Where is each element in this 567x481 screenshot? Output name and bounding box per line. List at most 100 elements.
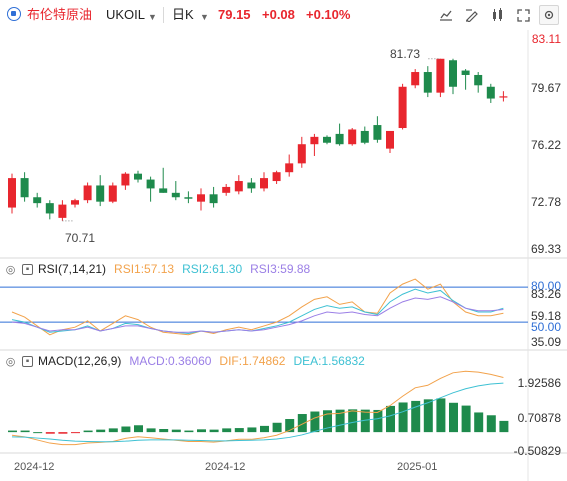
candle bbox=[108, 185, 117, 202]
candle bbox=[348, 129, 357, 145]
macd-bar bbox=[83, 430, 93, 433]
chart-canvas[interactable] bbox=[0, 30, 567, 481]
macd-bar bbox=[398, 402, 408, 433]
candle bbox=[423, 72, 432, 93]
macd-bar bbox=[209, 429, 219, 433]
macd-bar bbox=[297, 414, 307, 433]
candle bbox=[285, 163, 294, 173]
candle bbox=[171, 192, 180, 198]
candle bbox=[45, 203, 54, 214]
price-axis-label: 69.33 bbox=[530, 242, 561, 256]
candle bbox=[184, 197, 193, 199]
candle bbox=[461, 70, 470, 75]
price-axis-label: 83.11 bbox=[531, 32, 561, 46]
eye-icon[interactable]: ◎ bbox=[5, 355, 16, 368]
candle bbox=[436, 58, 445, 93]
macd-bar bbox=[96, 429, 106, 433]
macd-bar bbox=[45, 432, 55, 434]
dea-value: DEA:1.56832 bbox=[293, 354, 365, 368]
macd-bar bbox=[159, 429, 169, 433]
rsi-title[interactable]: RSI(7,14,21) bbox=[38, 262, 107, 276]
x-axis-label: 2024-12 bbox=[205, 461, 246, 473]
candle bbox=[499, 96, 508, 98]
macd-value: MACD:0.36060 bbox=[129, 354, 212, 368]
macd-bar bbox=[360, 409, 370, 433]
indicator-icon[interactable] bbox=[488, 5, 508, 25]
rsi3-line bbox=[11, 296, 504, 333]
macd-bar bbox=[411, 400, 421, 433]
period-dropdown-icon[interactable]: ▼ bbox=[200, 12, 209, 22]
macd-bar bbox=[108, 428, 118, 433]
dea-line bbox=[11, 382, 504, 443]
candle bbox=[411, 72, 420, 86]
symbol-ticker[interactable]: UKOIL bbox=[106, 7, 146, 22]
macd-bar bbox=[486, 415, 496, 433]
settings-box-icon[interactable]: ▪ bbox=[22, 263, 33, 275]
macd-bar bbox=[20, 430, 30, 433]
rsi1-value: RSI1:57.13 bbox=[114, 262, 175, 276]
dif-value: DIF:1.74862 bbox=[219, 354, 286, 368]
macd-bar bbox=[184, 430, 194, 433]
price-change-percent: +0.10% bbox=[306, 7, 351, 22]
macd-bar bbox=[474, 412, 484, 433]
candle bbox=[33, 197, 42, 204]
candle bbox=[310, 136, 319, 145]
macd-bar bbox=[222, 428, 232, 433]
macd-bar bbox=[8, 430, 17, 433]
candle bbox=[121, 173, 130, 186]
candle bbox=[335, 133, 344, 145]
period-selector[interactable]: 日K bbox=[172, 7, 194, 22]
macd-bar bbox=[260, 425, 269, 433]
macd-axis-label: -0.50829 bbox=[513, 444, 561, 458]
chart-toolbar: 布伦特原油 UKOIL ▼ 日K ▼ 79.15 +0.08 +0.10% bbox=[0, 0, 567, 30]
ticker-dropdown-icon[interactable]: ▼ bbox=[148, 12, 157, 22]
rsi1-line bbox=[11, 278, 504, 336]
symbol-logo-icon bbox=[7, 7, 21, 21]
price-axis-label: 76.22 bbox=[530, 138, 561, 152]
macd-bar bbox=[171, 429, 181, 433]
candle bbox=[474, 74, 483, 86]
candle bbox=[234, 181, 243, 192]
rsi2-value: RSI2:61.30 bbox=[182, 262, 243, 276]
chart-style-icon[interactable] bbox=[436, 5, 456, 25]
candle bbox=[58, 204, 67, 218]
macd-axis-label: 1.92586 bbox=[517, 376, 561, 390]
candle bbox=[323, 136, 331, 143]
toolbar-divider bbox=[163, 7, 164, 23]
rsi-axis-label: 50.00 bbox=[530, 320, 561, 334]
macd-bar bbox=[146, 428, 156, 433]
candle bbox=[297, 144, 306, 164]
candle bbox=[222, 186, 231, 193]
candle bbox=[360, 130, 369, 143]
rsi2-line bbox=[11, 288, 504, 335]
x-axis-label: 2025-01 bbox=[397, 461, 438, 473]
price-axis-label: 79.67 bbox=[530, 81, 561, 95]
price-axis-label: 72.78 bbox=[530, 195, 561, 209]
candle bbox=[386, 130, 394, 149]
macd-bar bbox=[272, 422, 282, 433]
draw-tool-icon[interactable] bbox=[462, 5, 482, 25]
macd-bar bbox=[285, 419, 295, 433]
candle bbox=[71, 200, 79, 205]
last-price: 79.15 bbox=[218, 7, 251, 22]
macd-bar bbox=[247, 427, 257, 433]
price-change: +0.08 bbox=[262, 7, 295, 22]
settings-icon[interactable] bbox=[539, 5, 559, 25]
candle bbox=[398, 86, 407, 129]
rsi-axis-label: 59.18 bbox=[530, 309, 561, 323]
symbol-name[interactable]: 布伦特原油 bbox=[27, 7, 93, 22]
dif-line bbox=[11, 370, 504, 446]
settings-box-icon[interactable]: ▪ bbox=[22, 355, 33, 367]
candle bbox=[272, 172, 281, 182]
candle bbox=[486, 86, 495, 99]
eye-icon[interactable]: ◎ bbox=[5, 263, 16, 276]
macd-title[interactable]: MACD(12,26,9) bbox=[38, 354, 122, 368]
macd-bar bbox=[33, 432, 43, 434]
rsi-axis-label: 35.09 bbox=[530, 335, 561, 349]
fullscreen-icon[interactable] bbox=[513, 5, 533, 25]
macd-bar bbox=[373, 409, 383, 433]
rsi-axis-label: 80.00 bbox=[530, 279, 561, 293]
macd-bar bbox=[461, 405, 471, 433]
macd-header: ◎ ▪ MACD(12,26,9) MACD:0.36060 DIF:1.748… bbox=[4, 353, 373, 369]
macd-axis-label: 0.70878 bbox=[517, 411, 561, 425]
